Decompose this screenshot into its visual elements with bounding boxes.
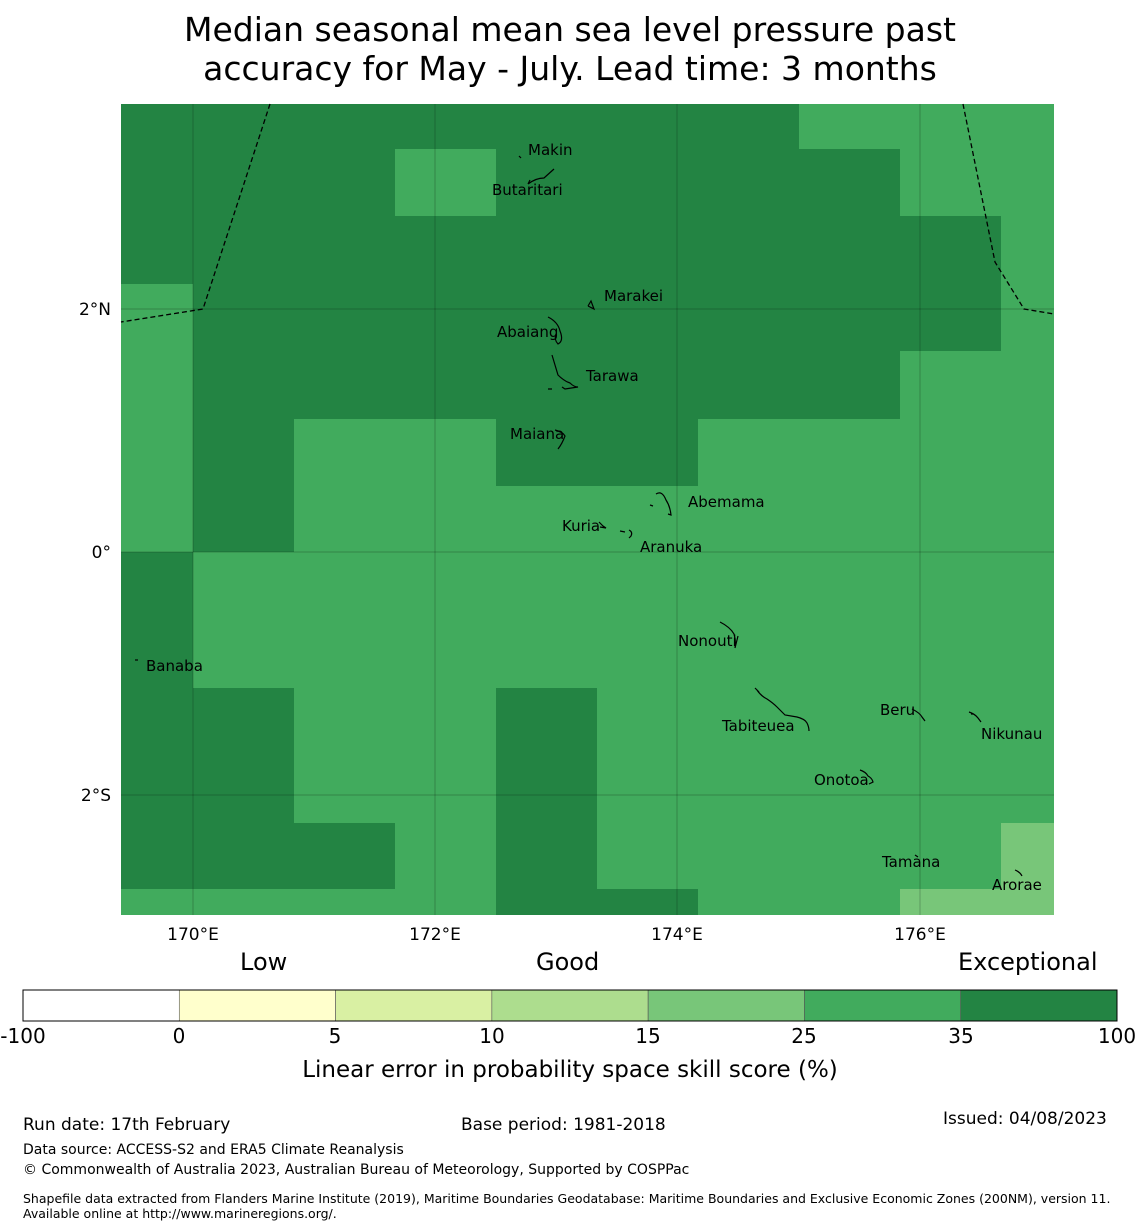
- island-outline-butaritari: [527, 168, 555, 185]
- island-outline-kuria: [598, 521, 607, 529]
- place-label-butaritari: Butaritari: [492, 181, 563, 199]
- moderate-cell: [900, 889, 1001, 915]
- exceptional-region-north: [121, 104, 1001, 552]
- place-label-abemama: Abemama: [688, 493, 765, 511]
- title-line-2: accuracy for May - July. Lead time: 3 mo…: [203, 49, 937, 88]
- issued-date: Issued: 04/08/2023: [943, 1109, 1107, 1129]
- category-low: Low: [240, 948, 288, 976]
- shapefile-credit: Shapefile data extracted from Flanders M…: [23, 1191, 1111, 1221]
- place-label-maiana: Maiana: [510, 425, 564, 443]
- category-exceptional: Exceptional: [958, 948, 1098, 976]
- island-outline-beru: [911, 708, 926, 722]
- map-title: Median seasonal mean sea level pressure …: [0, 10, 1140, 88]
- moderate-cell: [1001, 823, 1054, 915]
- island-outline-onotoa: [859, 769, 874, 785]
- place-label-kuria: Kuria: [562, 517, 600, 535]
- place-label-marakei: Marakei: [604, 287, 663, 305]
- colorbar-tick-label: 5: [329, 1024, 342, 1048]
- colorbar-tick-label: 35: [948, 1024, 973, 1048]
- colorbar: -100 0 5 10 15 25 35 100 Linear error in…: [0, 989, 1136, 1083]
- island-outline-nikunau: [968, 711, 982, 723]
- y-tick-label: 2°N: [79, 300, 111, 320]
- axis-x-labels: 170°E 172°E 174°E 176°E: [167, 925, 946, 945]
- category-good: Good: [536, 948, 600, 976]
- data-source: Data source: ACCESS-S2 and ERA5 Climate …: [23, 1142, 404, 1158]
- colorbar-tick-label: -100: [0, 1024, 45, 1048]
- colorbar-swatch: [22, 989, 180, 1022]
- island-outline-tamana: [914, 854, 919, 858]
- place-label-nonouti: Nonouti: [678, 632, 737, 650]
- place-label-nikunau: Nikunau: [981, 725, 1042, 743]
- copyright: © Commonwealth of Australia 2023, Austra…: [23, 1162, 690, 1178]
- colorbar-tick-label: 25: [791, 1024, 816, 1048]
- colorbar-ticks: -100 0 5 10 15 25 35 100: [0, 1024, 1136, 1048]
- colorbar-tick-label: 100: [1098, 1024, 1136, 1048]
- good-cell: [121, 284, 193, 419]
- exceptional-region-south: [496, 688, 698, 915]
- place-label-makin: Makin: [528, 141, 573, 159]
- island-outline-tabiteuea: [754, 687, 810, 732]
- island-outline-tarawa: [548, 354, 579, 390]
- colorbar-tick-label: 10: [479, 1024, 504, 1048]
- island-outline-makin: [518, 155, 522, 159]
- colorbar-swatch: [335, 989, 493, 1022]
- colorbar-tick-label: 0: [173, 1024, 186, 1048]
- x-tick-label: 176°E: [894, 925, 946, 945]
- island-outline-marakei: [587, 299, 596, 311]
- island-outlines: [135, 155, 1023, 877]
- colorbar-label: Linear error in probability space skill …: [302, 1057, 838, 1083]
- good-cell: [395, 149, 496, 216]
- colorbar-swatch: [178, 989, 336, 1022]
- colorbar-swatches: [22, 989, 1118, 1022]
- colorbar-swatch: [647, 989, 805, 1022]
- exceptional-region-southwest: [193, 688, 395, 889]
- island-outline-maiana: [554, 429, 566, 450]
- x-tick-label: 170°E: [167, 925, 219, 945]
- colorbar-swatch: [491, 989, 649, 1022]
- colorbar-tick-label: 15: [635, 1024, 660, 1048]
- place-label-banaba: Banaba: [146, 657, 203, 675]
- place-label-tarawa: Tarawa: [585, 367, 639, 385]
- y-tick-label: 0°: [92, 543, 111, 563]
- x-tick-label: 172°E: [409, 925, 461, 945]
- exceptional-region-west: [121, 552, 193, 889]
- x-tick-label: 174°E: [651, 925, 703, 945]
- island-outline-abaiang: [547, 316, 563, 345]
- base-period: Base period: 1981-2018: [461, 1115, 666, 1135]
- eez-boundaries: [120, 103, 1055, 323]
- colorbar-border: [22, 989, 1118, 1022]
- island-outline-abemama: [649, 492, 672, 516]
- place-labels: Makin Butaritari Marakei Abaiang Tarawa …: [146, 141, 1042, 894]
- eez-boundary-east: [962, 103, 1055, 315]
- axis-y-labels: 2°N 0° 2°S: [79, 300, 111, 806]
- y-tick-label: 2°S: [81, 786, 111, 806]
- place-label-tamana: Tamana: [881, 853, 940, 871]
- place-label-aranuka: Aranuka: [640, 538, 702, 556]
- title-line-1: Median seasonal mean sea level pressure …: [184, 10, 956, 49]
- island-outline-nonouti: [719, 621, 739, 649]
- colorbar-swatch: [960, 989, 1118, 1022]
- colorbar-swatch: [804, 989, 962, 1022]
- gridlines: [121, 104, 1054, 915]
- place-label-onotoa: Onotoa: [814, 771, 869, 789]
- run-date: Run date: 17th February: [23, 1115, 231, 1135]
- place-label-tabiteuea: Tabiteuea: [721, 717, 795, 735]
- place-label-arorae: Arorae: [992, 876, 1042, 894]
- island-outline-aranuka: [619, 529, 633, 539]
- island-outline-arorae: [1014, 869, 1023, 877]
- place-label-abaiang: Abaiang: [497, 323, 558, 341]
- skill-grid: [121, 104, 1054, 915]
- place-label-beru: Beru: [880, 701, 915, 719]
